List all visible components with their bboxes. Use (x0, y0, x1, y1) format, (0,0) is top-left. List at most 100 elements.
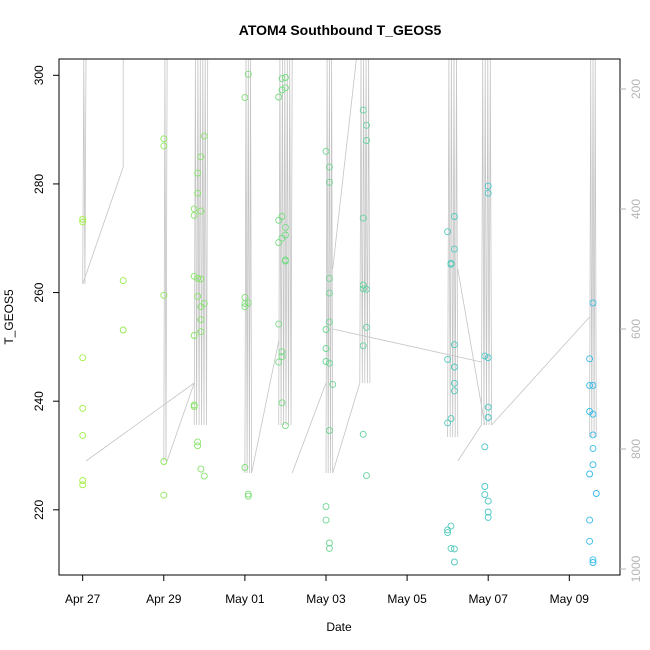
data-point (484, 182, 492, 190)
data-point (119, 326, 127, 334)
data-point (592, 490, 600, 497)
track-profile (193, 58, 209, 426)
data-point (197, 316, 205, 324)
data-point (241, 303, 249, 311)
data-point (447, 259, 455, 267)
data-point (444, 419, 452, 427)
data-point (589, 299, 597, 307)
data-point (197, 275, 205, 283)
data-point (450, 545, 458, 553)
data-point (241, 94, 249, 102)
data-point (450, 245, 458, 253)
data-point (322, 326, 330, 333)
data-point (197, 207, 205, 215)
data-point (160, 135, 168, 143)
data-point (322, 345, 330, 352)
track-transit (291, 382, 327, 474)
data-point (450, 379, 458, 387)
x-axis: Apr 27 Apr 29 May 01 May 03 May 05 May 07 May … (65, 575, 589, 606)
y-tick-label: 260 (32, 282, 46, 302)
data-point (194, 274, 202, 282)
data-point (363, 137, 370, 144)
track-transit (166, 382, 195, 462)
track-profile (278, 58, 293, 426)
data-point (278, 75, 286, 83)
y-tick-label: 240 (32, 391, 46, 411)
data-point (586, 381, 594, 389)
track-profile (325, 58, 334, 474)
data-point (589, 461, 597, 469)
data-point (275, 93, 283, 101)
y-axis: 220 240 260 280 300 (32, 65, 59, 520)
data-point (325, 289, 333, 297)
data-point (484, 403, 492, 411)
data-point (194, 438, 202, 446)
data-point (484, 414, 492, 421)
data-point (275, 239, 283, 247)
data-point (325, 544, 333, 552)
data-point (322, 358, 330, 365)
data-point (359, 214, 367, 222)
data-point (359, 430, 367, 438)
data-point (160, 458, 168, 465)
data-point (444, 228, 452, 236)
data-point (194, 189, 202, 197)
data-point (325, 359, 333, 367)
data-point (79, 354, 87, 362)
data-point (241, 464, 249, 471)
data-point (278, 348, 286, 356)
track-profile (82, 58, 87, 285)
data-point (325, 318, 333, 326)
data-point (322, 147, 330, 155)
y-axis-label: T_GEOS5 (2, 289, 16, 345)
data-point (484, 513, 492, 521)
data-point (444, 529, 452, 537)
data-point (484, 354, 492, 362)
chart-title: ATOM4 Southbound T_GEOS5 (239, 22, 442, 38)
data-point (190, 272, 198, 280)
track-profile (447, 58, 459, 438)
data-point (322, 503, 330, 511)
data-point (281, 223, 289, 231)
data-point (450, 363, 458, 371)
data-point (190, 403, 198, 411)
data-point (447, 544, 455, 552)
track-transit (332, 382, 361, 474)
data-point (363, 472, 370, 480)
data-point (244, 490, 252, 498)
track-profile (163, 58, 168, 462)
data-point (589, 381, 597, 389)
data-point (325, 274, 333, 282)
data-point (447, 522, 455, 530)
data-point (278, 86, 286, 94)
data-point (450, 558, 458, 566)
data-point (481, 491, 489, 499)
data-point (194, 442, 202, 450)
data-point (484, 508, 492, 516)
data-point (450, 213, 458, 220)
plot-frame (58, 58, 621, 576)
y2-tick-label: 600 (629, 319, 643, 339)
data-point (359, 281, 367, 289)
data-point (79, 215, 87, 223)
x-tick-label: May 05 (387, 592, 427, 606)
data-point (481, 352, 489, 360)
data-point (79, 218, 87, 226)
data-point (200, 132, 208, 140)
data-point (363, 285, 370, 293)
data-point (194, 169, 202, 177)
data-point (484, 189, 492, 197)
data-point (190, 332, 198, 339)
y-tick-label: 300 (32, 65, 46, 85)
data-point (322, 516, 330, 524)
data-points (79, 70, 600, 566)
x-tick-label: May 03 (306, 592, 346, 606)
data-point (586, 537, 594, 545)
data-point (359, 342, 367, 350)
x-tick-label: Apr 29 (146, 592, 182, 606)
data-point (363, 323, 370, 331)
data-point (281, 257, 289, 265)
track-profile (244, 58, 252, 474)
data-point (190, 211, 198, 219)
data-point (363, 121, 370, 129)
